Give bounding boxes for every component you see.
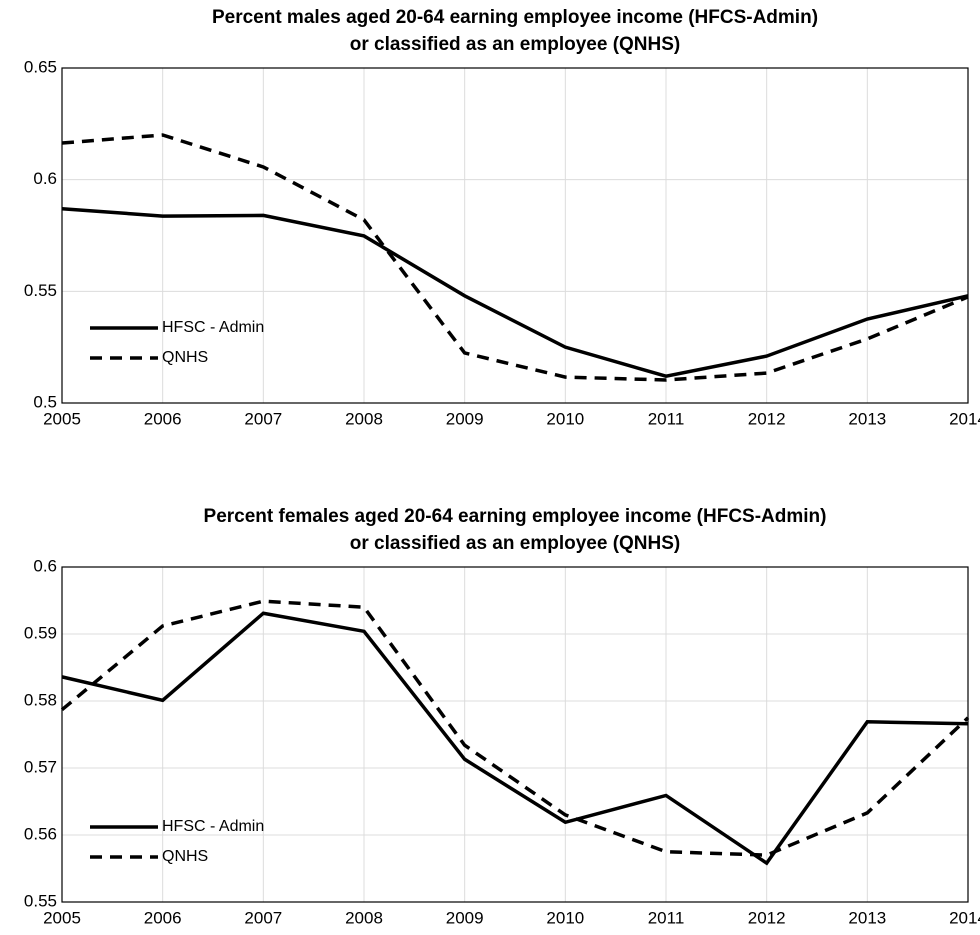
x-tick-label: 2008	[345, 908, 383, 927]
legend-label: HFSC - Admin	[162, 319, 264, 336]
axes-box	[61, 67, 969, 404]
y-tick-label: 0.6	[33, 169, 57, 188]
y-tick-label: 0.65	[24, 57, 57, 76]
legend-label: QNHS	[162, 349, 208, 366]
y-tick-label: 0.57	[24, 757, 57, 776]
x-tick-label: 2013	[848, 409, 886, 428]
axes-box	[61, 566, 969, 903]
x-tick-label: 2009	[446, 409, 484, 428]
x-tick-label: 2005	[43, 409, 81, 428]
chart-title: or classified as an employee (QNHS)	[350, 34, 681, 55]
x-tick-label: 2007	[244, 908, 282, 927]
x-tick-label: 2010	[546, 908, 584, 927]
x-tick-label: 2005	[43, 908, 81, 927]
chart-title: Percent males aged 20-64 earning employe…	[212, 7, 818, 28]
chart-title: Percent females aged 20-64 earning emplo…	[204, 506, 827, 527]
plot-area	[62, 68, 968, 403]
legend-label: HFSC - Admin	[162, 818, 264, 835]
y-tick-label: 0.5	[33, 392, 57, 411]
chart-title: or classified as an employee (QNHS)	[350, 533, 681, 554]
y-tick-label: 0.58	[24, 690, 57, 709]
x-tick-label: 2006	[144, 908, 182, 927]
data-line	[60, 599, 970, 857]
x-tick-label: 2006	[144, 409, 182, 428]
data-line	[61, 133, 969, 382]
x-tick-label: 2007	[244, 409, 282, 428]
y-tick-label: 0.6	[33, 556, 57, 575]
y-tick-label: 0.55	[24, 281, 57, 300]
x-tick-label: 2011	[648, 908, 685, 927]
y-tick-label: 0.56	[24, 824, 57, 843]
data-line	[61, 611, 969, 866]
x-tick-label: 2012	[748, 908, 786, 927]
x-tick-label: 2008	[345, 409, 383, 428]
y-tick-label: 0.59	[24, 623, 57, 642]
y-tick-label: 0.55	[24, 891, 57, 910]
data-line	[61, 206, 969, 378]
plot-area	[62, 567, 968, 902]
legend-label: QNHS	[162, 848, 208, 865]
x-tick-label: 2014	[949, 908, 980, 927]
x-tick-label: 2012	[748, 409, 786, 428]
x-tick-label: 2013	[848, 908, 886, 927]
x-tick-label: 2014	[949, 409, 980, 428]
x-tick-label: 2011	[648, 409, 685, 428]
x-tick-label: 2010	[546, 409, 584, 428]
x-tick-label: 2009	[446, 908, 484, 927]
